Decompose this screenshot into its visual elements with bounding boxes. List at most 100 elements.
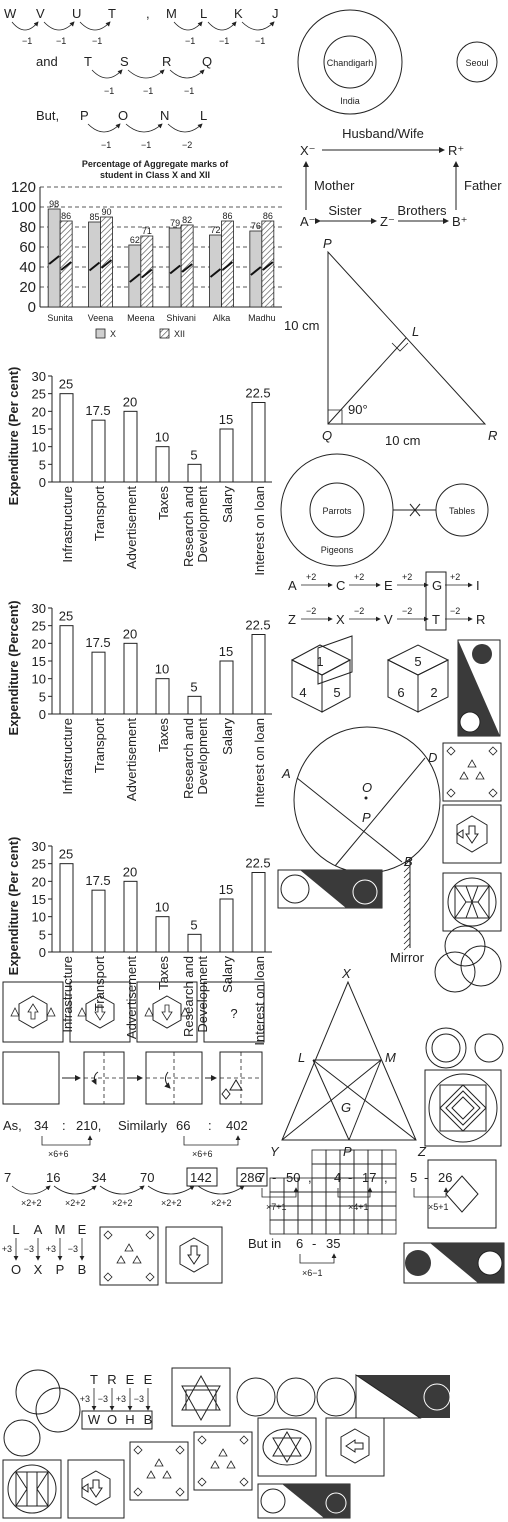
ratio-similarly: Similarly [118,1118,168,1133]
die1-left-face [317,635,353,685]
ratio-b1: 66 [176,1118,190,1133]
x-category-label: Veena [88,313,114,323]
pair3-b: 26 [438,1170,452,1185]
bar-xii [59,220,73,308]
x-category-label: Transport [92,956,107,1012]
alpha-letter: C [336,578,345,593]
code-op: −3 [98,1394,108,1404]
y-axis-label: Expenditure (Percent) [6,600,21,735]
y-tick-label: 0 [39,945,46,960]
series-op: ×2+2 [112,1198,133,1208]
expenditure-bar [219,898,234,953]
tri-l2: L [298,1050,305,1065]
series-arc [167,123,203,133]
alpha-highlight-box [425,571,447,631]
y-tick-label: 0 [28,299,36,316]
y-tick-label: 30 [32,369,46,384]
series-letter: O [118,108,128,123]
venn-outer-circle [297,9,403,115]
series-number: 286 [240,1170,262,1185]
series-diff: −1 [92,36,102,46]
but-in-label: But in [248,1236,281,1251]
x-category-label: Development [195,486,210,563]
cross-mark-b [409,503,421,517]
series-op: ×2+2 [21,1198,42,1208]
series-diff: −1 [143,86,153,96]
y-tick-label: 20 [32,874,46,889]
venn-separate-label: Seoul [465,58,488,68]
chart-title-line1: Percentage of Aggregate marks of [82,159,229,169]
y-tick-label: 20 [32,404,46,419]
y-tick-label: 10 [32,440,46,455]
tile-lattice [442,872,502,932]
series-arc [11,21,39,31]
series-arc [207,21,237,31]
x-category-label: Infrastructure [60,956,75,1033]
bar-value-label: 22.5 [245,386,270,401]
tile-triangles-diamonds-2 [99,1226,159,1286]
venn-inner-circle [323,35,377,89]
die1-top-num: 1 [316,654,323,669]
expenditure-bar [59,863,74,953]
number-pairs: 7 - 50 , ×7+1 4 - 17 , ×4+1 5 - 26 ×5+1 [258,1170,452,1212]
bar-value-label: 79 [170,218,180,228]
y-tick-label: 0 [39,475,46,490]
angle-label: 90° [348,402,368,417]
y-tick-label: 10 [32,910,46,925]
bar-break-mark [141,268,153,279]
expenditure-bar [251,634,266,715]
y-tick-label: 15 [32,654,46,669]
code-result-box [81,1410,153,1430]
pair1-a: 7 [258,1170,265,1185]
tile-lattice-small [2,1459,62,1519]
series-letter: L [200,108,207,123]
expenditure-bar [123,880,138,953]
venn-separate-circle [456,41,498,83]
family-r: R⁺ [448,143,464,158]
y-tick-label: 25 [32,619,46,634]
series-diff: −1 [101,140,111,150]
series-arc [11,1185,51,1195]
expenditure-chart-1: 30 25 20 15 10 5 0 Expenditure (Per cent) 25 Infr… [6,367,272,576]
number-series: 7 16 34 70 142 286 ×2+2 ×2+2 ×2+2 ×2+2 ×2+2 [4,1167,268,1208]
x-category-label: Transport [92,486,107,542]
bar-break-mark [129,273,141,283]
triangle-xyz: X Y Z L M G P [270,966,427,1159]
marks-chart: Percentage of Aggregate marks of student… [11,159,282,339]
series-arc [173,21,203,31]
series-diff: −2 [182,140,192,150]
code-op: +3 [46,1244,56,1254]
y-tick-label: 30 [32,839,46,854]
x-category-label: Infrastructure [60,718,75,795]
x-category-label: Meena [127,313,155,323]
side-pq: 10 cm [284,318,319,333]
expenditure-bar [251,872,266,953]
y-tick-label: 40 [19,259,36,276]
bar-value-label: 72 [210,225,220,235]
bar-value-label: 25 [59,377,73,392]
tri-p2: P [343,1144,352,1159]
alpha-op: +2 [402,572,412,582]
bar-break-mark [169,264,181,275]
sister-label: Sister [328,203,362,218]
ratio-op1: ×6+6 [48,1149,69,1159]
mother-label: Mother [314,178,355,193]
alpha-op: +2 [306,572,316,582]
y-axis-label: Expenditure (Per cent) [6,367,21,506]
series-letter: J [272,6,279,21]
ratio-b2: 402 [226,1118,248,1133]
bar-value-label: 98 [49,199,59,209]
venn-birds: Parrots Pigeons Tables [280,453,489,567]
series-diff: −1 [185,36,195,46]
die2-side-num: 2 [430,685,437,700]
bar-value-label: 5 [190,447,197,462]
expenditure-bar [59,393,74,483]
series-arc [87,123,121,133]
series-diff: −1 [184,86,194,96]
die1-front-num: 4 [299,685,306,700]
series-letter: R [162,54,171,69]
series-letter: , [146,6,150,21]
and-label: and [36,54,58,69]
bar-break-mark [262,261,274,271]
